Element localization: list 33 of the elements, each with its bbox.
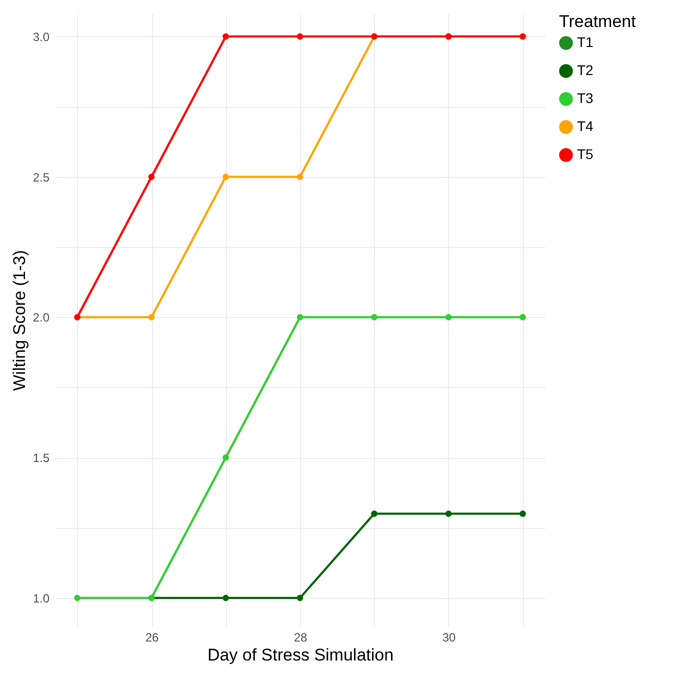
point xyxy=(445,510,452,517)
point xyxy=(222,594,229,602)
y-axis-title: Wilting Score (1-3) xyxy=(10,250,29,391)
legend-label: T1 xyxy=(577,34,594,50)
point xyxy=(222,174,229,180)
x-axis-title: Day of Stress Simulation xyxy=(207,646,394,664)
point xyxy=(222,454,229,461)
y-tick-label: 3.0 xyxy=(32,30,50,44)
y-tick-label: 1.0 xyxy=(32,591,50,606)
x-tick-label: 28 xyxy=(294,630,308,644)
legend-label: T3 xyxy=(577,90,594,106)
point xyxy=(222,33,229,40)
point xyxy=(445,314,452,320)
y-tick-label: 1.5 xyxy=(32,451,50,466)
legend-label: T2 xyxy=(577,62,594,78)
x-tick-label: 26 xyxy=(145,630,160,644)
point xyxy=(74,594,80,602)
point xyxy=(371,510,378,517)
point xyxy=(148,314,155,320)
legend-label: T5 xyxy=(577,146,594,162)
legend-title: Treatment xyxy=(559,12,636,31)
point xyxy=(296,174,304,180)
point xyxy=(520,510,526,517)
x-tick-label: 30 xyxy=(442,630,456,644)
y-tick-label: 2.0 xyxy=(32,310,50,325)
point xyxy=(296,33,304,40)
point xyxy=(371,314,378,320)
point xyxy=(148,174,155,180)
point xyxy=(520,314,526,320)
y-tick-label: 2.5 xyxy=(32,170,50,184)
legend-label: T4 xyxy=(577,118,594,134)
point xyxy=(296,314,304,320)
point xyxy=(296,594,304,602)
